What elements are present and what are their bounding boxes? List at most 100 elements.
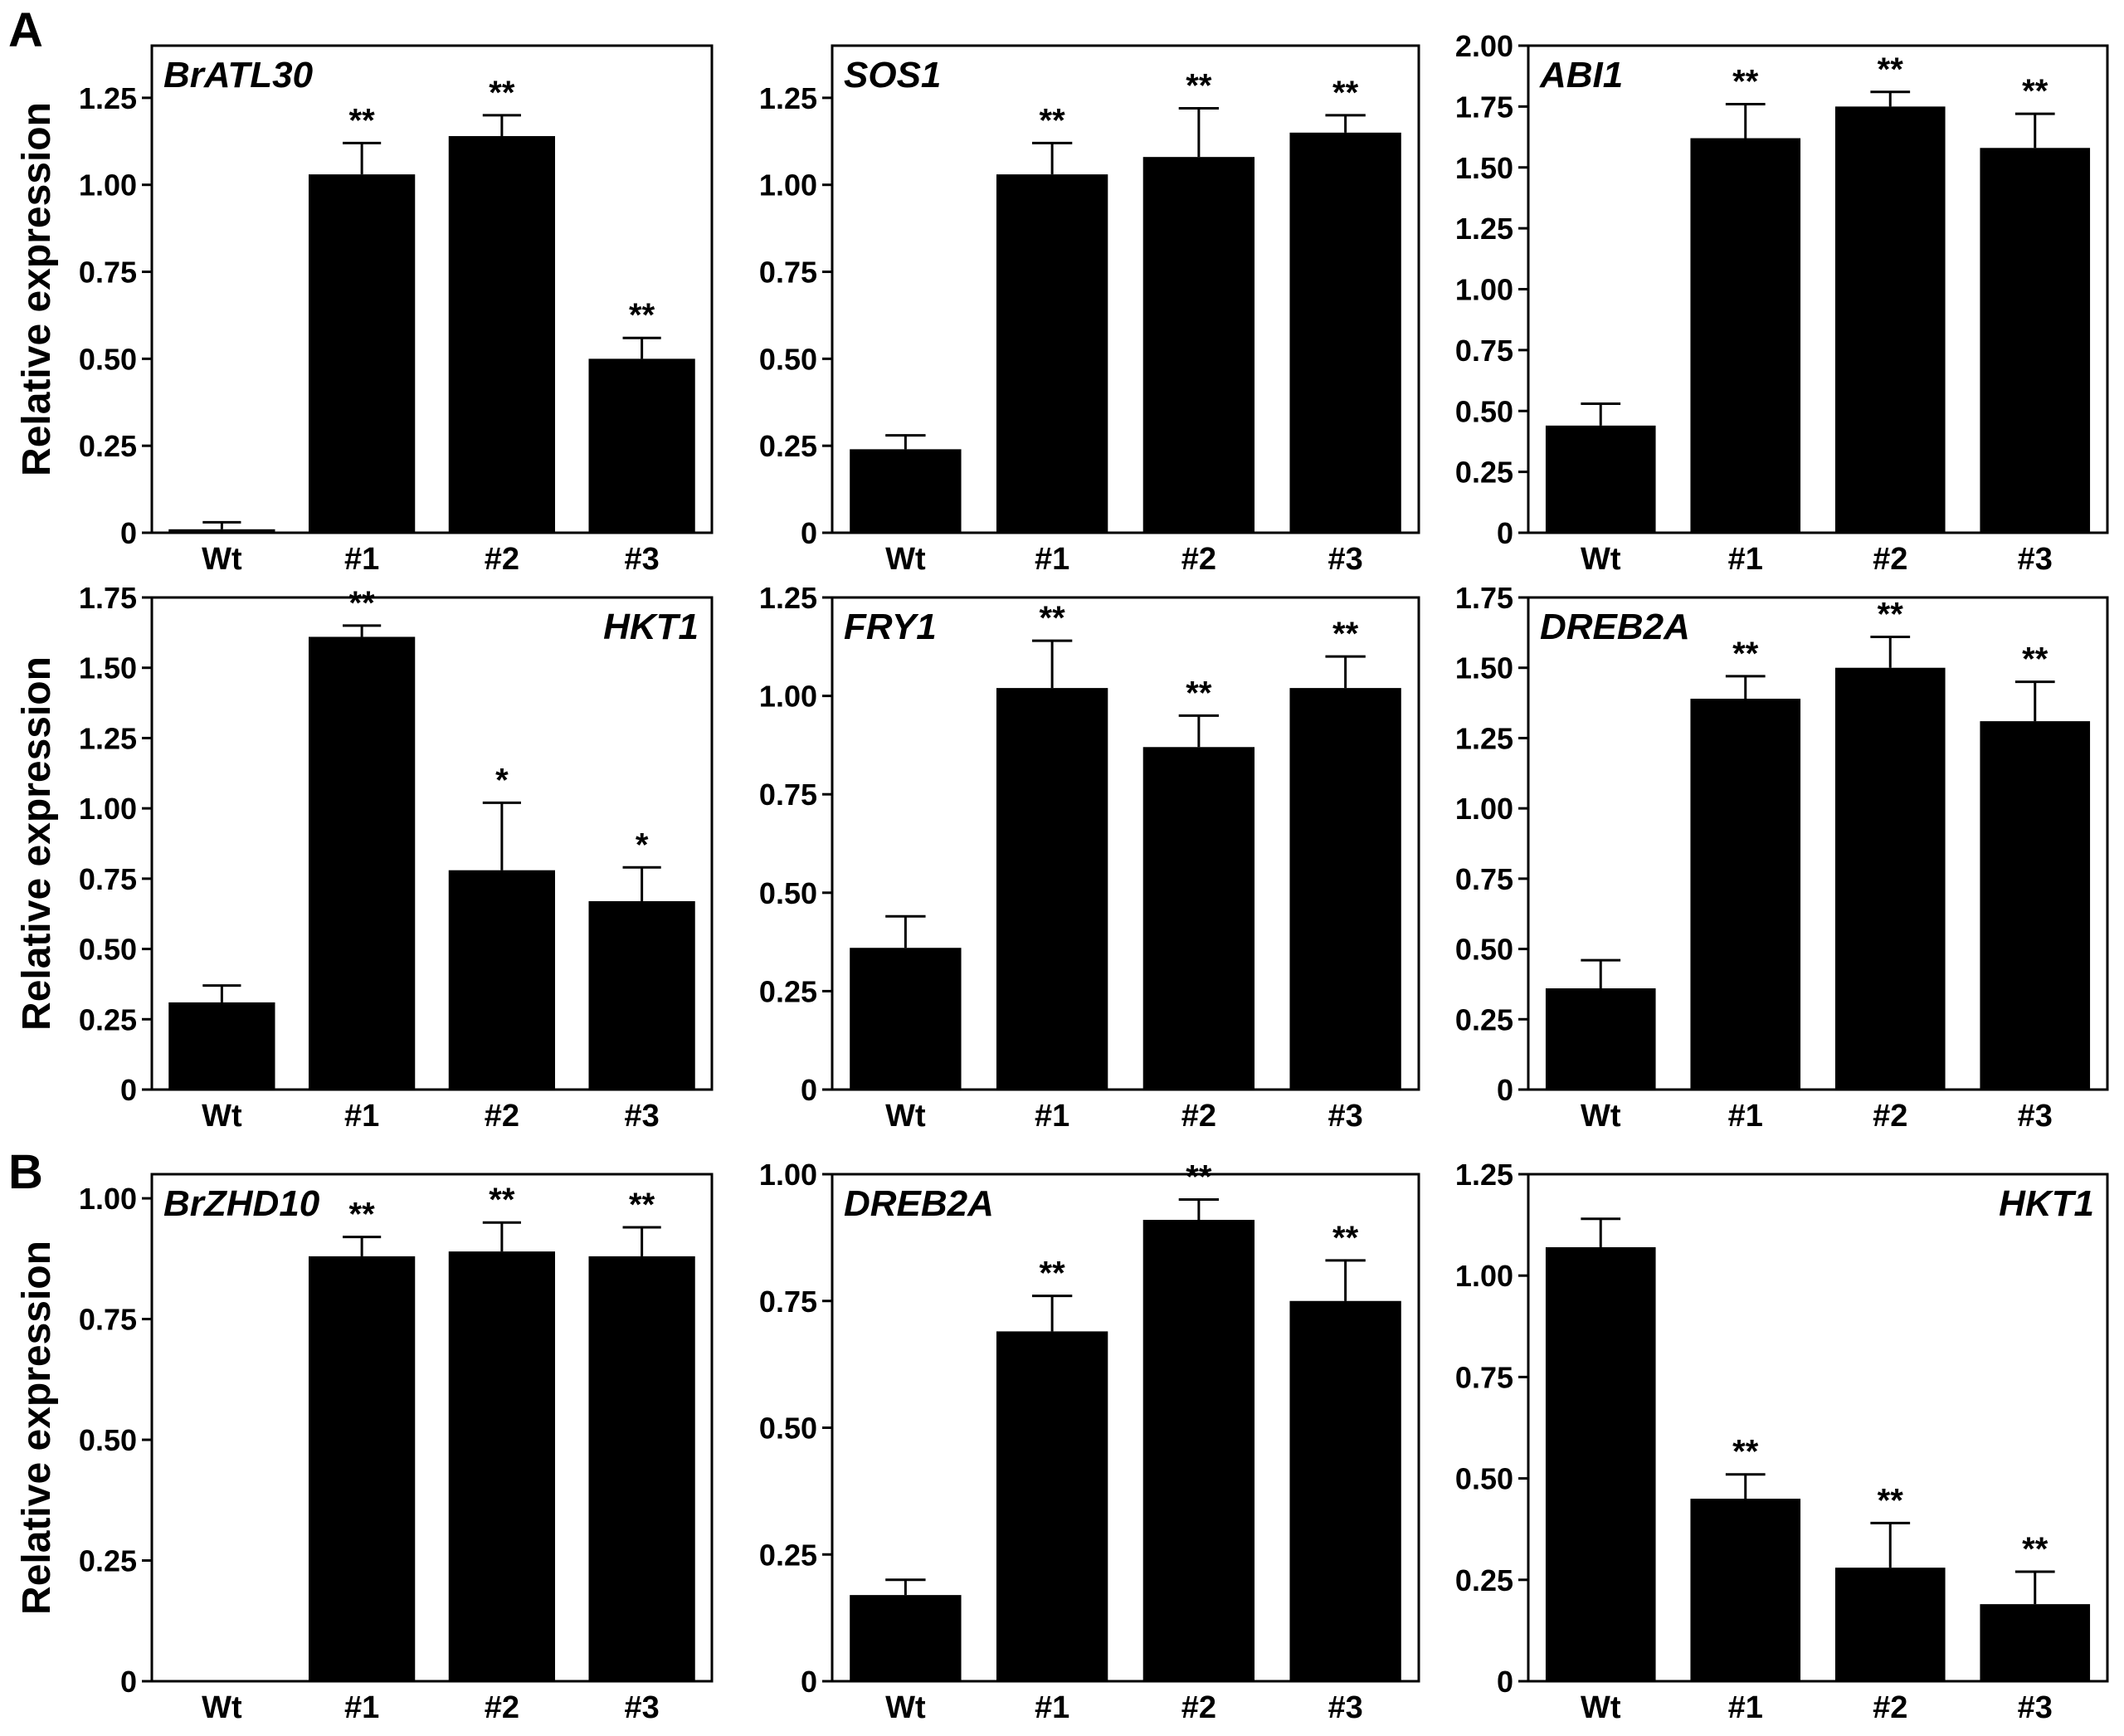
y-tick-label: 2.00 [1455, 29, 1513, 63]
x-category-label: Wt [1581, 542, 1621, 577]
bar [1690, 138, 1801, 533]
x-category-label: #2 [485, 1690, 519, 1725]
significance-label: ** [1732, 636, 1759, 672]
bar [309, 636, 416, 1090]
y-tick-label: 1.00 [79, 168, 137, 202]
y-tick-label: 0 [1497, 1665, 1513, 1699]
bar [168, 1002, 275, 1090]
x-category-label: #3 [1328, 1690, 1362, 1725]
y-tick-label: 1.50 [1455, 151, 1513, 185]
x-category-label: #2 [1181, 542, 1216, 577]
chart-title: SOS1 [844, 55, 941, 95]
x-category-label: Wt [885, 1099, 926, 1134]
bar [168, 529, 275, 533]
significance-label: ** [489, 1182, 515, 1218]
y-tick-label: 1.00 [759, 1158, 817, 1192]
y-tick-label: 0 [120, 1073, 137, 1107]
bar-chart-9: 0 0.25 0.50 0.75 1.00 1.25 Wt ** #1 ** #2 ** #3 HKT1 [1455, 1158, 2109, 1725]
y-tick-label: 0.25 [1455, 1002, 1513, 1036]
y-tick-label: 0.50 [1455, 1462, 1513, 1496]
bar [1289, 132, 1401, 534]
x-category-label: #3 [1328, 542, 1362, 577]
y-tick-label: 0.25 [79, 429, 137, 463]
significance-label: ** [1878, 596, 1904, 632]
bar [996, 688, 1108, 1090]
significance-label: ** [629, 297, 655, 334]
bar [309, 174, 416, 533]
y-tick-label: 0.50 [79, 342, 137, 376]
significance-label: * [495, 762, 509, 798]
bar [850, 1595, 962, 1681]
bar [1690, 698, 1801, 1090]
plot-frame [150, 596, 714, 1091]
y-tick-label: 0.50 [759, 342, 817, 376]
bar [850, 948, 962, 1090]
x-category-label: #2 [1873, 1099, 1907, 1134]
x-category-label: Wt [885, 1690, 926, 1725]
bar [1980, 1604, 2091, 1681]
significance-label: ** [629, 1187, 655, 1223]
x-category-label: #3 [624, 1099, 659, 1134]
y-tick-label: 0.50 [759, 876, 817, 910]
chart-title: ABI1 [1539, 55, 1623, 95]
bar [588, 1256, 695, 1681]
bar [1142, 1219, 1255, 1681]
y-tick-label: 1.25 [1455, 212, 1513, 246]
bar [850, 449, 962, 533]
significance-label: ** [1186, 1159, 1212, 1196]
y-axis-label: Relative expression [15, 1241, 59, 1615]
significance-label: * [636, 827, 649, 863]
significance-label: ** [2022, 73, 2048, 110]
y-tick-label: 0 [120, 516, 137, 550]
significance-label: ** [1332, 616, 1359, 652]
x-category-label: #3 [2018, 1099, 2053, 1134]
y-tick-label: 0.75 [759, 256, 817, 290]
plot-frame [1527, 596, 2109, 1091]
significance-label: ** [2022, 641, 2048, 678]
y-tick-label: 1.00 [79, 792, 137, 826]
chart-title: DREB2A [844, 1183, 994, 1224]
y-tick-label: 1.00 [759, 680, 817, 714]
bar-chart-6: 0 0.25 0.50 0.75 1.00 1.25 1.50 1.75 Wt ** #1 ** #2 *… [1455, 581, 2109, 1134]
bar [448, 1251, 555, 1681]
significance-label: ** [1332, 75, 1359, 111]
bar [1545, 425, 1656, 533]
y-tick-label: 1.75 [1455, 90, 1513, 124]
significance-label: ** [349, 585, 376, 622]
chart-title: BrZHD10 [163, 1183, 320, 1224]
significance-label: ** [1040, 600, 1066, 636]
significance-label: ** [1186, 67, 1212, 104]
chart-title: DREB2A [1540, 607, 1690, 647]
y-tick-label: 0.75 [79, 1303, 137, 1337]
bar-chart-4: 0 0.25 0.50 0.75 1.00 1.25 1.50 1.75 Wt ** #1 * #2 * #… [15, 581, 714, 1134]
chart-title: HKT1 [1999, 1183, 2094, 1224]
x-category-label: #2 [1181, 1099, 1216, 1134]
x-category-label: #3 [624, 1690, 659, 1725]
bar [1834, 106, 1946, 533]
x-category-label: #3 [624, 542, 659, 577]
x-category-label: #3 [1328, 1099, 1362, 1134]
x-category-label: #2 [1873, 1690, 1907, 1725]
significance-label: ** [1040, 1256, 1066, 1292]
y-tick-label: 0.25 [759, 974, 817, 1008]
bar [996, 1331, 1108, 1681]
x-category-label: Wt [885, 542, 926, 577]
y-tick-label: 0.75 [759, 778, 817, 812]
significance-label: ** [1186, 675, 1212, 711]
y-tick-label: 0.25 [759, 1538, 817, 1572]
y-tick-label: 1.00 [1455, 1259, 1513, 1293]
significance-label: ** [1878, 51, 1904, 88]
y-tick-label: 1.00 [1455, 273, 1513, 307]
y-tick-label: 1.00 [79, 1182, 137, 1216]
x-category-label: #2 [1181, 1690, 1216, 1725]
x-category-label: #1 [1728, 1690, 1763, 1725]
bar [1545, 988, 1656, 1090]
y-tick-label: 1.25 [759, 81, 817, 115]
x-category-label: #2 [485, 542, 519, 577]
bar [1980, 148, 2091, 533]
x-category-label: Wt [1581, 1690, 1621, 1725]
y-tick-label: 1.25 [759, 581, 817, 615]
y-tick-label: 0 [1497, 1073, 1513, 1107]
significance-label: ** [1732, 1434, 1759, 1470]
x-category-label: #3 [2018, 542, 2053, 577]
